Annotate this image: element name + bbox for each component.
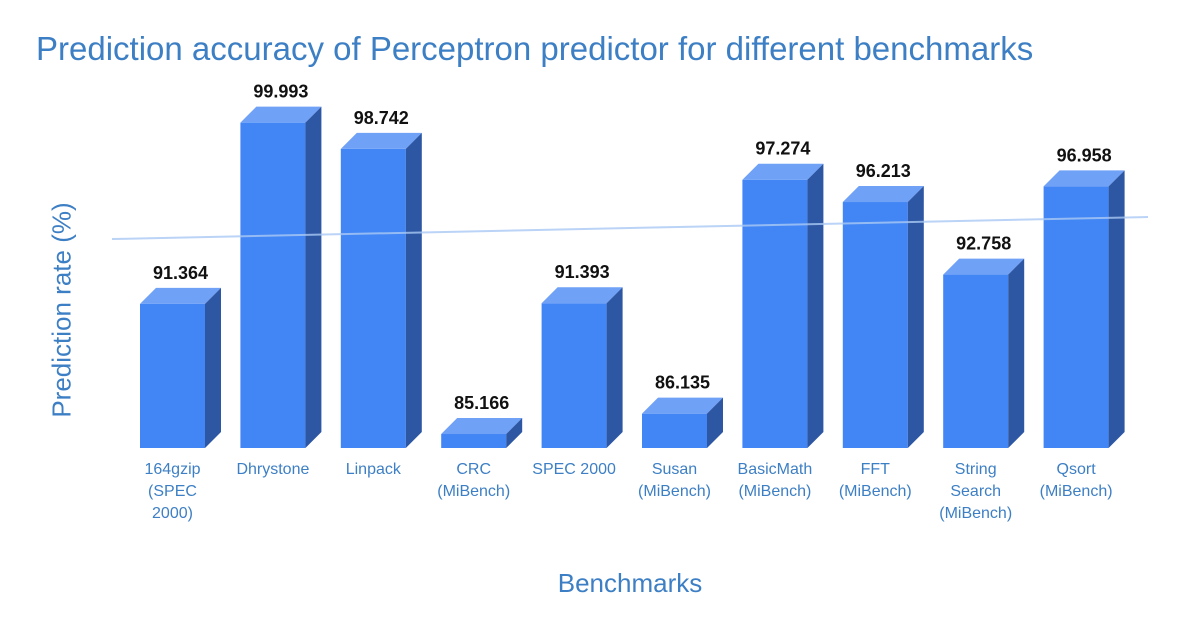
bar bbox=[140, 287, 221, 448]
bar-front bbox=[240, 122, 306, 448]
bar bbox=[742, 163, 824, 448]
bar-top bbox=[642, 397, 723, 414]
data-label: 99.993 bbox=[253, 82, 308, 102]
data-label: 98.742 bbox=[354, 108, 409, 128]
x-axis-label: Benchmarks bbox=[557, 568, 703, 598]
x-tick-label-line: Qsort bbox=[1057, 461, 1097, 478]
bar-front bbox=[642, 413, 707, 448]
bar-side bbox=[1008, 258, 1025, 448]
bar bbox=[240, 106, 322, 448]
chart-title: Prediction accuracy of Perceptron predic… bbox=[36, 30, 1034, 67]
bar bbox=[340, 132, 422, 448]
bar-front bbox=[943, 274, 1009, 448]
x-tick-label: BasicMath (MiBench) bbox=[738, 461, 813, 500]
x-tick-label-line: 2000) bbox=[152, 505, 193, 522]
x-tick-label: CRC (MiBench) bbox=[437, 461, 510, 500]
x-tick-label-line: (MiBench) bbox=[738, 483, 811, 500]
x-tick-label: Linpack bbox=[346, 461, 402, 478]
x-tick-label-line: (MiBench) bbox=[939, 505, 1012, 522]
x-tick-label: FFT (MiBench) bbox=[839, 461, 912, 500]
bar-front bbox=[441, 434, 507, 448]
bar-side bbox=[707, 397, 723, 448]
x-tick-label: Dhrystone bbox=[236, 461, 309, 478]
bar-top bbox=[1043, 170, 1125, 187]
x-tick-label-line: CRC bbox=[456, 461, 491, 478]
bar-front bbox=[140, 303, 205, 448]
data-label: 85.166 bbox=[454, 393, 509, 413]
x-tick-label-line: BasicMath bbox=[738, 461, 813, 478]
bar-top bbox=[742, 163, 824, 180]
x-tick-label-line: Linpack bbox=[346, 461, 402, 478]
x-tick-label: Qsort (MiBench) bbox=[1040, 461, 1113, 500]
x-tick-label-line: FFT bbox=[861, 461, 891, 478]
bar-side bbox=[405, 132, 422, 448]
bars-group bbox=[140, 106, 1125, 449]
bar-top bbox=[943, 258, 1025, 275]
data-label: 97.274 bbox=[755, 139, 810, 159]
bar-side bbox=[305, 106, 322, 448]
x-tick-label-line: 164gzip bbox=[144, 461, 200, 478]
data-label: 86.135 bbox=[655, 373, 710, 393]
x-tick-label-line: (MiBench) bbox=[437, 483, 510, 500]
x-tick-label-line: String bbox=[955, 461, 997, 478]
bar-front bbox=[541, 303, 607, 448]
x-tick-label-line: Susan bbox=[652, 461, 697, 478]
x-tick-label: SPEC 2000 bbox=[532, 461, 616, 478]
x-tick-label-line: (MiBench) bbox=[839, 483, 912, 500]
data-label: 96.213 bbox=[856, 161, 911, 181]
bar-side bbox=[807, 163, 824, 448]
x-tick-label-line: (SPEC bbox=[148, 483, 197, 500]
bar bbox=[541, 287, 623, 448]
x-tick-label-line: (MiBench) bbox=[638, 483, 711, 500]
bar-top bbox=[340, 132, 422, 149]
bar-front bbox=[1043, 186, 1109, 448]
x-tick-label: Susan (MiBench) bbox=[638, 461, 711, 500]
bar-front bbox=[340, 148, 406, 448]
bar bbox=[943, 258, 1025, 448]
bar-top bbox=[541, 287, 623, 304]
bar-top bbox=[842, 186, 924, 203]
x-tick-label-line: Search bbox=[950, 483, 1001, 500]
x-tick-label: 164gzip (SPEC 2000) bbox=[144, 461, 200, 522]
bar-front bbox=[742, 179, 808, 448]
data-label: 91.393 bbox=[555, 262, 610, 282]
bar-side bbox=[907, 186, 924, 449]
bar-top bbox=[240, 106, 322, 123]
bar bbox=[842, 186, 924, 449]
x-tick-label-line: SPEC 2000 bbox=[532, 461, 616, 478]
bar-top bbox=[441, 418, 523, 435]
bar-side bbox=[205, 287, 221, 448]
x-tick-label-line: (MiBench) bbox=[1040, 483, 1113, 500]
x-tick-label-line: Dhrystone bbox=[236, 461, 309, 478]
bar-side bbox=[1108, 170, 1125, 448]
bar-side bbox=[606, 287, 623, 448]
bar bbox=[642, 397, 723, 448]
bar-side bbox=[506, 418, 523, 448]
data-label: 96.958 bbox=[1057, 145, 1112, 165]
bar bbox=[1043, 170, 1125, 448]
bar-front bbox=[842, 202, 908, 448]
bar-top bbox=[140, 287, 221, 304]
bar bbox=[441, 418, 523, 448]
data-label: 92.758 bbox=[956, 234, 1011, 254]
data-label: 91.364 bbox=[153, 263, 208, 283]
x-tick-label: String Search (MiBench) bbox=[939, 461, 1012, 522]
trendline bbox=[111, 216, 1149, 241]
